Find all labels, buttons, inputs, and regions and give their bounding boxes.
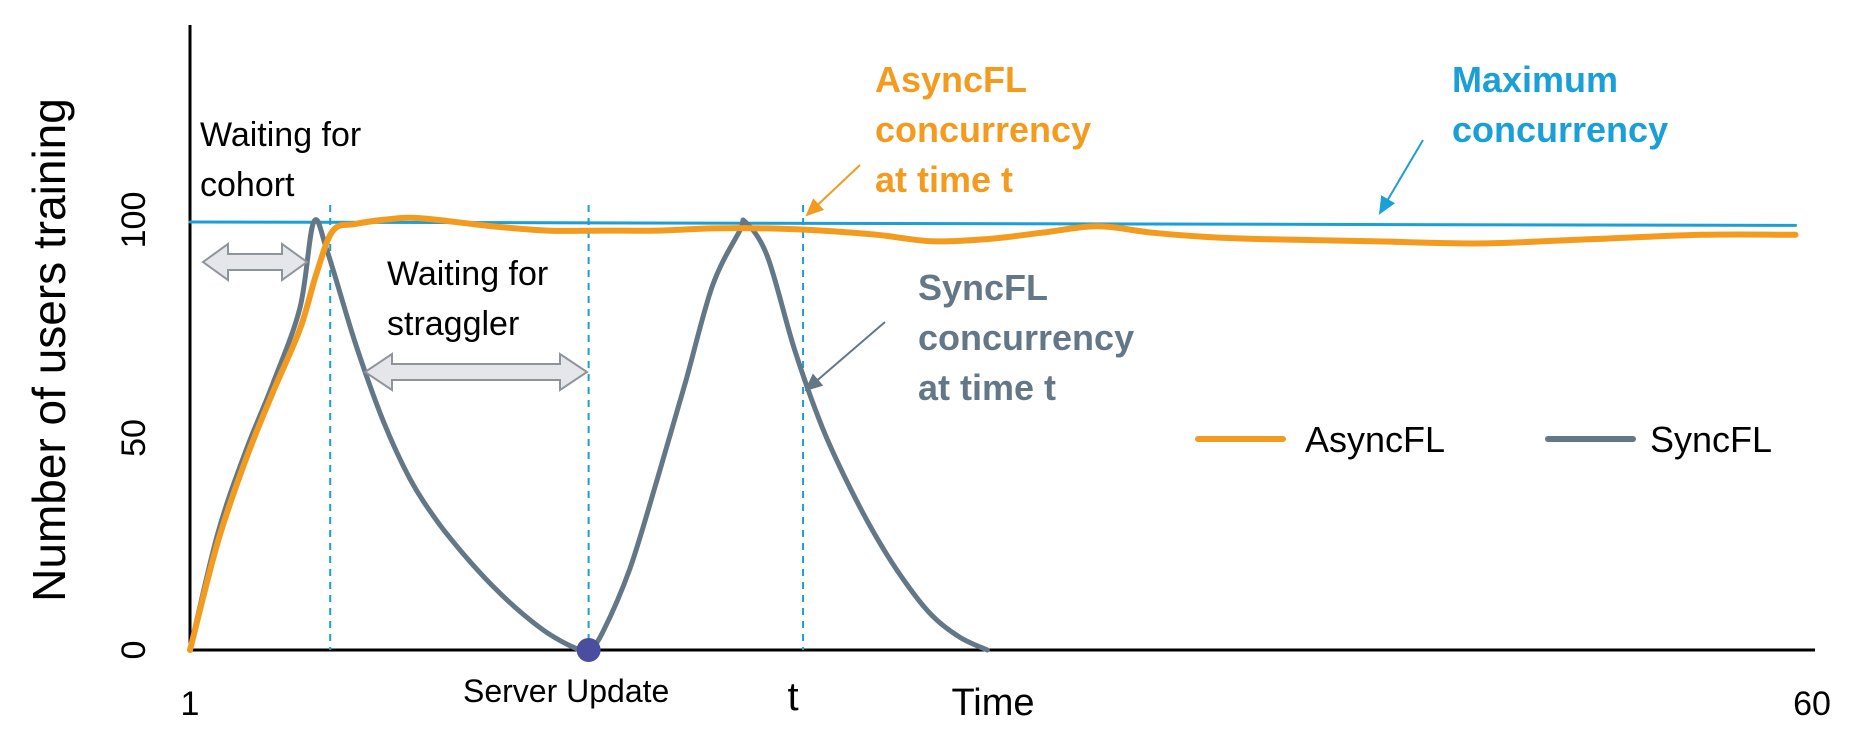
y-tick-50: 50 [115, 419, 153, 457]
async-annotation-line-1: AsyncFL [875, 59, 1026, 100]
series-line-maximum-concurrency [188, 220, 1798, 227]
max-concurrency-line-1: Maximum [1452, 59, 1618, 100]
waiting-straggler-label: Waiting for straggler [387, 255, 558, 343]
waiting-cohort-arrow [201, 242, 309, 282]
legend-label-asyncfl: AsyncFL [1305, 419, 1445, 460]
server-update-label: Server Update [463, 673, 669, 709]
waiting-straggler-line-2: straggler [387, 305, 519, 343]
y-tick-100: 100 [115, 192, 153, 249]
sync-annotation-line-2: concurrency [918, 317, 1134, 358]
max-concurrency-label: Maximum concurrency [1452, 59, 1668, 150]
max-concurrency-arrow [1378, 139, 1424, 215]
async-annotation-label: AsyncFL concurrency at time t [875, 59, 1101, 200]
sync-annotation-arrow [804, 321, 886, 392]
async-annotation-line-3: at time t [875, 159, 1013, 200]
waiting-cohort-line-2: cohort [200, 166, 295, 204]
x-tick-1: 1 [181, 685, 200, 723]
async-annotation-line-2: concurrency [875, 109, 1091, 150]
t-label: t [787, 675, 798, 719]
sync-annotation-label: SyncFL concurrency at time t [918, 267, 1144, 408]
x-axis-label: Time [951, 682, 1034, 724]
y-tick-0: 0 [115, 641, 153, 660]
max-concurrency-line-2: concurrency [1452, 109, 1668, 150]
waiting-straggler-line-1: Waiting for [387, 255, 548, 293]
waiting-cohort-label: Waiting for cohort [200, 116, 371, 204]
async-annotation-arrow [805, 164, 861, 217]
sync-annotation-line-3: at time t [918, 367, 1056, 408]
legend-label-syncfl: SyncFL [1650, 419, 1772, 460]
series-line-asyncfl [187, 214, 1799, 653]
guide-lines [329, 205, 805, 650]
sync-annotation-line-1: SyncFL [918, 267, 1047, 308]
waiting-cohort-line-1: Waiting for [200, 116, 361, 154]
x-tick-60: 60 [1793, 685, 1831, 723]
waiting-straggler-arrow [363, 352, 589, 392]
markers-group [576, 638, 601, 662]
y-axis-label: Number of users training [23, 98, 75, 602]
legend: AsyncFL SyncFL [1195, 419, 1772, 460]
server-update-point [576, 638, 601, 662]
